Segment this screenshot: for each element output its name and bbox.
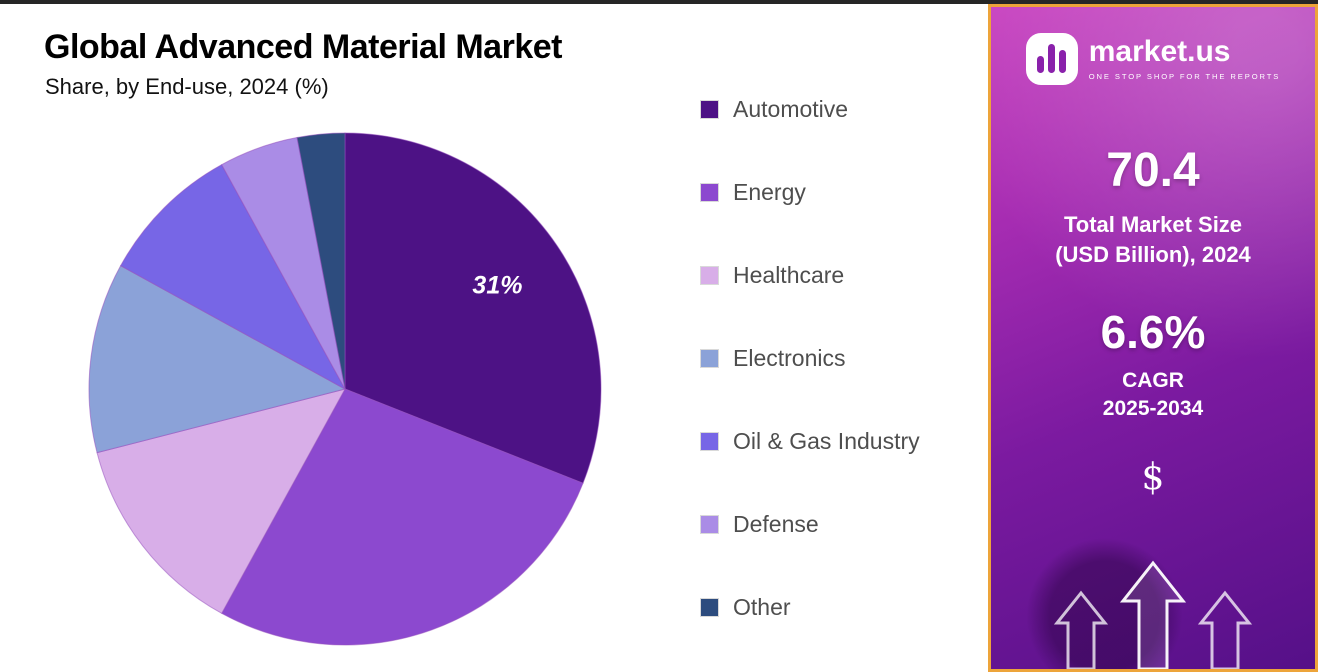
pie-slice-oil-gas-industry <box>119 163 347 391</box>
market-size-label-line1: Total Market Size <box>1063 212 1243 237</box>
marketus-logo-icon <box>1025 33 1078 85</box>
legend-item-defense: Defense <box>700 509 920 539</box>
legend-swatch <box>700 514 719 534</box>
pie-slice-healthcare <box>96 388 346 615</box>
up-arrow-icon <box>1119 560 1187 669</box>
logo-bar <box>1059 50 1067 73</box>
legend-item-oil-gas-industry: Oil & Gas Industry <box>700 426 920 456</box>
cagr-label-line2: 2025-2034 <box>1102 396 1204 420</box>
up-arrow-icon <box>1053 590 1109 669</box>
legend-label: Other <box>733 593 791 620</box>
page-title: Global Advanced Material Market <box>44 28 562 66</box>
pie-chart: 31% <box>88 132 602 646</box>
growth-arrows-icon <box>1053 560 1253 669</box>
legend-swatch <box>700 265 719 285</box>
page-subtitle: Share, by End-use, 2024 (%) <box>45 74 329 99</box>
sidebar: market.us ONE STOP SHOP FOR THE REPORTS … <box>988 4 1318 672</box>
legend-item-healthcare: Healthcare <box>700 260 920 290</box>
cagr-label: CAGR 2025-2034 <box>1103 367 1203 422</box>
brand-tagline: ONE STOP SHOP FOR THE REPORTS <box>1088 72 1281 81</box>
legend-label: Healthcare <box>733 261 845 288</box>
legend-swatch <box>700 431 719 451</box>
market-size-value: 70.4 <box>1106 144 1200 197</box>
market-size-label: Total Market Size (USD Billion), 2024 <box>1055 210 1251 269</box>
legend-label: Automotive <box>733 95 849 122</box>
legend-swatch <box>700 99 719 119</box>
pie-slice-label: 31% <box>472 271 522 299</box>
pie-slice-other <box>296 132 346 390</box>
cagr-label-line1: CAGR <box>1122 369 1184 393</box>
chart-area: Global Advanced Material Market Share, b… <box>0 4 988 672</box>
logo-bar <box>1048 44 1056 73</box>
legend: Automotive Energy Healthcare Electronics Oil… <box>700 94 920 622</box>
legend-item-electronics: Electronics <box>700 343 920 373</box>
brand-text: market.us ONE STOP SHOP FOR THE REPORTS <box>1088 35 1281 82</box>
legend-swatch <box>700 182 719 202</box>
legend-label: Defense <box>733 510 819 537</box>
brand: market.us ONE STOP SHOP FOR THE REPORTS <box>1025 33 1281 85</box>
pie-slice-electronics <box>88 264 347 454</box>
pie-slice-energy <box>220 388 584 646</box>
logo-bar <box>1037 56 1045 73</box>
cagr-value: 6.6% <box>1100 306 1206 359</box>
legend-swatch <box>700 348 719 368</box>
dollar-symbol: $ <box>1141 456 1165 498</box>
legend-label: Electronics <box>733 344 846 371</box>
legend-label: Energy <box>733 178 806 205</box>
up-arrow-icon <box>1197 590 1253 669</box>
market-size-label-line2: (USD Billion), 2024 <box>1055 241 1251 267</box>
legend-item-other: Other <box>700 592 920 622</box>
legend-item-automotive: Automotive <box>700 94 920 124</box>
pie-slice-automotive <box>344 132 602 484</box>
legend-item-energy: Energy <box>700 177 920 207</box>
brand-name: market.us <box>1088 35 1231 68</box>
legend-label: Oil & Gas Industry <box>733 427 920 454</box>
legend-swatch <box>700 597 719 617</box>
